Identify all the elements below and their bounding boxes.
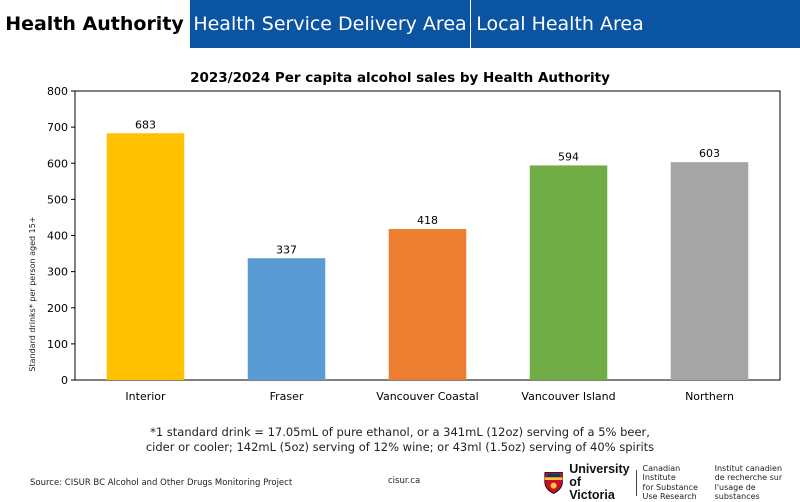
data-label-0: 683	[135, 118, 156, 131]
bar-1	[247, 258, 326, 380]
uvic-cisur-logo: University of Victoria Canadian Institut…	[544, 463, 800, 502]
y-axis-label: Standard drinks* per person aged 15+	[28, 216, 37, 371]
y-tick-label-8: 800	[47, 85, 68, 98]
data-label-1: 337	[276, 243, 297, 256]
institute-fr-line-1: Institut canadien	[714, 463, 783, 473]
y-tick-label-7: 700	[47, 121, 68, 134]
source-text: Source: CISUR BC Alcohol and Other Drugs…	[30, 478, 293, 488]
institute-en-line-1: Canadian Institute	[642, 463, 681, 483]
tab-bar-fill	[649, 0, 800, 48]
institute-en-line-2: for Substance	[642, 482, 698, 492]
university-name: University of Victoria	[569, 463, 629, 502]
footnote-line-1: *1 standard drink = 17.05mL of pure etha…	[150, 425, 650, 439]
bar-2	[388, 228, 467, 380]
x-tick-label-1: Fraser	[270, 390, 304, 403]
institute-fr-line-2: de recherche sur	[714, 473, 783, 482]
y-tick-label-0: 0	[61, 374, 68, 387]
bar-4	[670, 162, 749, 380]
y-tick-label-5: 500	[47, 193, 68, 206]
institute-french: Institut canadien de recherche sur l'usa…	[715, 464, 792, 502]
y-tick-label-2: 200	[47, 302, 68, 315]
site-link[interactable]: cisur.ca	[388, 476, 421, 486]
institute-english: Canadian Institute for Substance Use Res…	[643, 464, 707, 502]
y-tick-label-1: 100	[47, 338, 68, 351]
y-tick-label-4: 400	[47, 230, 68, 243]
data-label-2: 418	[417, 214, 438, 227]
x-tick-label-2: Vancouver Coastal	[376, 390, 478, 403]
x-tick-label-3: Vancouver Island	[521, 390, 615, 403]
uvic-shield-icon	[544, 471, 563, 494]
x-tick-label-0: Interior	[125, 390, 166, 403]
logo-divider	[635, 469, 637, 496]
footnote-line-2: cider or cooler; 142mL (5oz) serving of …	[145, 440, 655, 454]
tab-health-service-delivery-area[interactable]: Health Service Delivery Area	[189, 0, 470, 48]
x-tick-label-4: Northern	[685, 390, 734, 403]
institute-en-line-3: Use Research	[642, 492, 697, 501]
chart-title: 2023/2024 Per capita alcohol sales by He…	[190, 70, 610, 86]
tab-health-authority[interactable]: Health Authority	[0, 0, 189, 48]
data-label-3: 594	[558, 150, 579, 163]
data-label-4: 603	[699, 147, 720, 160]
university-line-1: University	[569, 462, 630, 476]
y-tick-label-6: 600	[47, 157, 68, 170]
university-line-2: of Victoria	[569, 475, 615, 502]
bar-0	[106, 133, 185, 380]
y-tick-label-3: 300	[47, 266, 68, 279]
institute-fr-line-3: l'usage de substances	[714, 482, 760, 502]
plot-area: 0 100 200 300 400 500 600 700 800 683 Interior 337 F…	[47, 85, 781, 403]
bar-3	[529, 165, 608, 380]
bar-chart: 2023/2024 Per capita alcohol sales by He…	[28, 70, 781, 403]
tab-local-health-area[interactable]: Local Health Area	[470, 0, 649, 48]
tab-bar: Health Authority Health Service Delivery…	[0, 0, 800, 48]
